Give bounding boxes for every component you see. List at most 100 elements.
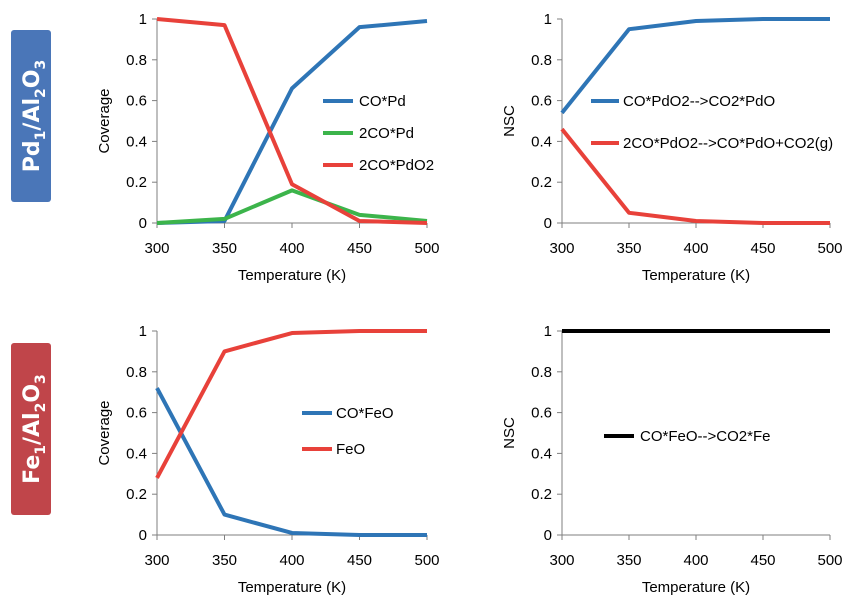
y-axis-title: Coverage xyxy=(96,400,113,465)
x-tick-label: 350 xyxy=(212,552,237,569)
y-tick-label: 0.2 xyxy=(531,174,552,191)
y-tick-label: 0.4 xyxy=(126,133,147,150)
series-line xyxy=(560,127,830,225)
y-tick-label: 1 xyxy=(139,11,147,28)
x-tick-label: 400 xyxy=(683,552,708,569)
series-line xyxy=(560,17,830,115)
legend-label: CO*Pd xyxy=(359,93,406,110)
x-tick-label: 500 xyxy=(817,240,842,257)
series-group xyxy=(155,329,427,537)
y-tick-label: 0.8 xyxy=(531,52,552,69)
legend-label: CO*FeO xyxy=(336,405,394,422)
y-axis-title: Coverage xyxy=(96,88,113,153)
y-axis-title: NSC xyxy=(501,105,518,137)
y-tick-label: 0.6 xyxy=(531,405,552,422)
x-tick-label: 400 xyxy=(279,552,304,569)
series-line xyxy=(156,17,428,225)
y-tick-label: 0.2 xyxy=(531,486,552,503)
x-axis-title: Temperature (K) xyxy=(642,579,750,596)
series-line xyxy=(155,329,427,479)
x-tick-label: 450 xyxy=(750,240,775,257)
row-label-part: /Al xyxy=(20,412,45,445)
y-tick-label: 1 xyxy=(544,323,552,340)
legend-label: 2CO*PdO2-->CO*PdO+CO2(g) xyxy=(623,135,833,152)
x-tick-label: 400 xyxy=(683,240,708,257)
series-line xyxy=(155,387,427,537)
y-tick-label: 1 xyxy=(544,11,552,28)
y-tick-label: 0.6 xyxy=(126,93,147,110)
row-label-badge: Pd1/Al2O3 xyxy=(11,30,51,202)
series-group xyxy=(156,17,428,225)
series-line xyxy=(156,188,428,225)
y-tick-label: 0.8 xyxy=(126,52,147,69)
x-tick-label: 350 xyxy=(212,240,237,257)
row-label-text: Pd1/Al2O3 xyxy=(20,60,49,172)
legend: CO*PdO2-->CO2*PdO 2CO*PdO2-->CO*PdO+CO2(g… xyxy=(591,93,833,152)
y-tick-label: 0.8 xyxy=(126,364,147,381)
x-tick-label: 450 xyxy=(347,240,372,257)
legend-label: CO*PdO2-->CO2*PdO xyxy=(623,93,775,110)
x-tick-label: 300 xyxy=(549,552,574,569)
x-tick-label: 350 xyxy=(616,552,641,569)
x-tick-label: 400 xyxy=(279,240,304,257)
y-tick-label: 0 xyxy=(139,215,147,232)
x-tick-label: 500 xyxy=(414,552,439,569)
y-axis-title: NSC xyxy=(501,417,518,449)
row-label-part: Fe xyxy=(20,455,45,484)
y-tick-label: 0.4 xyxy=(531,445,552,462)
axes: 0 0.2 0.4 0.6 0.8 1 300 350 400 450 500 xyxy=(531,323,842,569)
x-tick-label: 500 xyxy=(817,552,842,569)
x-tick-label: 350 xyxy=(616,240,641,257)
chart-fe-nsc: 0 0.2 0.4 0.6 0.8 1 300 350 400 450 500 Temperature… xyxy=(501,323,843,596)
row-label-subscript: 1 xyxy=(33,445,49,455)
row-label-background xyxy=(11,343,51,515)
y-tick-label: 0 xyxy=(544,215,552,232)
axes: 0 0.2 0.4 0.6 0.8 1 300 350 400 450 500 xyxy=(126,323,439,569)
x-tick-label: 450 xyxy=(750,552,775,569)
y-tick-label: 0.4 xyxy=(126,445,147,462)
x-axis-title: Temperature (K) xyxy=(238,267,346,284)
chart-fe-coverage: 0 0.2 0.4 0.6 0.8 1 300 350 400 450 500 Temperature… xyxy=(96,323,440,596)
y-tick-label: 0.2 xyxy=(126,486,147,503)
y-tick-label: 0 xyxy=(544,527,552,544)
row-label-subscript: 2 xyxy=(33,88,49,98)
y-tick-label: 0.4 xyxy=(531,133,552,150)
x-tick-label: 500 xyxy=(414,240,439,257)
y-tick-label: 0.6 xyxy=(531,93,552,110)
x-tick-label: 300 xyxy=(144,552,169,569)
y-tick-label: 0.2 xyxy=(126,174,147,191)
y-tick-label: 1 xyxy=(139,323,147,340)
y-tick-label: 0.6 xyxy=(126,405,147,422)
legend: CO*FeO-->CO2*Fe xyxy=(604,428,770,445)
legend-label: 2CO*Pd xyxy=(359,125,414,142)
legend: CO*Pd 2CO*Pd 2CO*PdO2 xyxy=(323,93,434,174)
row-label-subscript: 2 xyxy=(33,403,49,413)
row-label-part: O xyxy=(20,70,45,89)
x-axis-title: Temperature (K) xyxy=(642,267,750,284)
legend-label: FeO xyxy=(336,441,365,458)
row-label-part: /Al xyxy=(20,98,45,131)
x-tick-label: 450 xyxy=(347,552,372,569)
row-label-text: Fe1/Al2O3 xyxy=(20,374,49,484)
row-label-subscript: 3 xyxy=(33,60,49,70)
legend-label: 2CO*PdO2 xyxy=(359,157,434,174)
row-label-subscript: 3 xyxy=(33,374,49,384)
row-label-subscript: 1 xyxy=(33,131,49,141)
x-tick-label: 300 xyxy=(549,240,574,257)
row-label-background xyxy=(11,30,51,202)
series-line xyxy=(156,19,428,225)
chart-pd-nsc: 0 0.2 0.4 0.6 0.8 1 300 350 400 450 500 Temperature… xyxy=(501,11,843,284)
series-group xyxy=(560,17,830,225)
row-label-badge: Fe1/Al2O3 xyxy=(11,343,51,515)
row-label-part: O xyxy=(20,384,45,403)
legend-label: CO*FeO-->CO2*Fe xyxy=(640,428,770,445)
chart-pd-coverage: 0 0.2 0.4 0.6 0.8 1 300 350 400 450 500 Temperature… xyxy=(96,11,440,284)
x-tick-label: 300 xyxy=(144,240,169,257)
x-axis-title: Temperature (K) xyxy=(238,579,346,596)
row-label-part: Pd xyxy=(20,140,45,172)
y-tick-label: 0 xyxy=(139,527,147,544)
y-tick-label: 0.8 xyxy=(531,364,552,381)
legend: CO*FeO FeO xyxy=(302,405,394,458)
